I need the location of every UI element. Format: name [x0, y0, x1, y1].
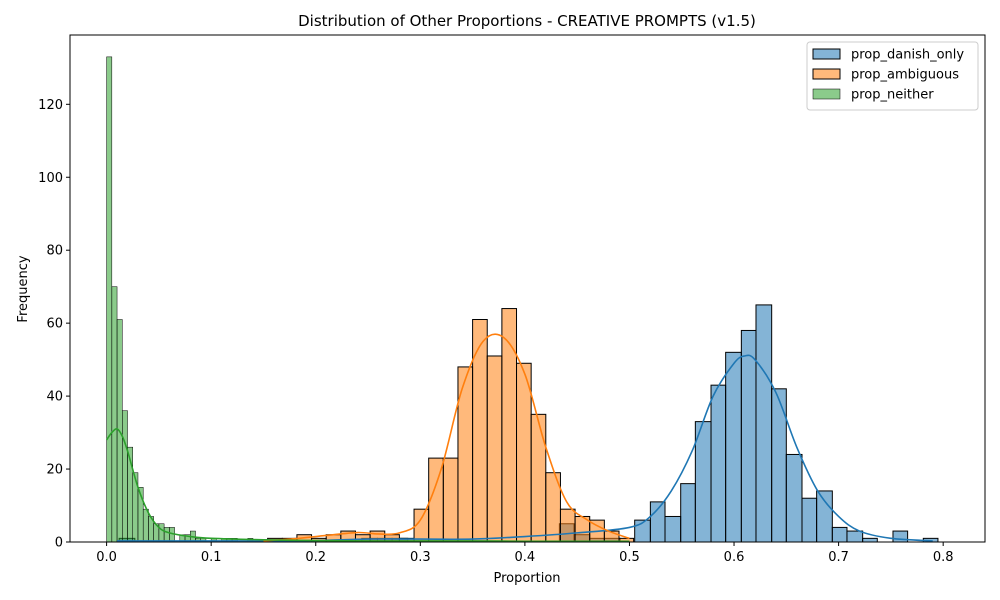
bar-prop-danish-only: [725, 351, 742, 543]
bar-prop-ambiguous: [442, 457, 459, 543]
kde-line-prop-neither: [105, 428, 630, 543]
legend-swatch-prop-ambiguous: [812, 68, 841, 80]
bar-prop-neither: [111, 286, 118, 543]
x-tick-label: 0.3: [410, 550, 431, 565]
legend-label-prop-neither: prop_neither: [851, 88, 934, 103]
series-prop-neither: [106, 56, 254, 543]
y-tick-label: 120: [38, 98, 63, 113]
bar-prop-ambiguous: [486, 355, 503, 543]
y-axis-label: Frequency: [16, 255, 31, 322]
y-tick-label: 20: [46, 463, 63, 478]
bar-prop-neither: [163, 527, 170, 543]
bar-prop-ambiguous: [559, 508, 576, 543]
legend-swatch-prop-danish-only: [812, 48, 841, 60]
bar-prop-danish-only: [649, 501, 666, 543]
bar-prop-ambiguous: [516, 362, 532, 543]
plot-frame: [69, 34, 986, 543]
bar-prop-ambiguous: [530, 413, 547, 543]
y-tick-label: 60: [46, 317, 63, 332]
bar-prop-danish-only: [740, 329, 757, 543]
bar-prop-danish-only: [785, 453, 803, 543]
x-axis: 0.0 0.1 0.2 0.3 0.4 0.5 0.6 0.7 0.8: [96, 542, 954, 565]
x-tick-label: 0.5: [619, 550, 640, 565]
bar-prop-danish-only: [710, 384, 727, 543]
legend-label-prop-ambiguous: prop_ambiguous: [851, 68, 959, 83]
bar-prop-ambiguous: [472, 319, 488, 543]
bar-prop-danish-only: [680, 483, 696, 543]
x-tick-label: 0.0: [96, 550, 117, 565]
bar-prop-danish-only: [816, 490, 833, 543]
bar-prop-danish-only: [862, 537, 878, 543]
bar-prop-danish-only: [694, 421, 712, 543]
x-tick-label: 0.4: [515, 550, 536, 565]
plot-area: [105, 56, 939, 543]
chart-title: Distribution of Other Proportions - CREA…: [298, 12, 756, 30]
legend-box: [806, 41, 979, 111]
y-tick-label: 0: [55, 536, 63, 551]
bar-prop-danish-only: [664, 515, 682, 543]
kde-line-prop-ambiguous: [263, 333, 630, 542]
bar-prop-danish-only: [846, 530, 864, 543]
legend-swatch-prop-neither: [812, 88, 841, 100]
series-prop-ambiguous: [267, 308, 635, 543]
x-tick-label: 0.2: [305, 550, 326, 565]
bar-prop-neither: [142, 508, 149, 543]
bar-prop-danish-only: [831, 526, 848, 543]
legend: prop_danish_only prop_ambiguous prop_neith…: [806, 41, 979, 111]
y-axis: 0 20 40 60 80 100 120: [38, 98, 70, 551]
x-axis-label: Proportion: [493, 571, 560, 586]
x-tick-label: 0.7: [828, 550, 849, 565]
bar-prop-neither: [106, 56, 113, 543]
legend-label-prop-danish-only: prop_danish_only: [851, 48, 964, 63]
series-prop-danish-only: [118, 304, 939, 543]
y-tick-label: 80: [46, 244, 63, 259]
bar-prop-danish-only: [801, 497, 818, 543]
x-tick-label: 0.1: [201, 550, 222, 565]
x-tick-label: 0.8: [933, 550, 954, 565]
y-tick-label: 40: [46, 390, 63, 405]
x-tick-label: 0.6: [724, 550, 745, 565]
bar-prop-danish-only: [755, 304, 773, 543]
y-tick-label: 100: [38, 171, 63, 186]
bar-prop-neither: [122, 410, 128, 543]
bar-prop-neither: [158, 523, 165, 543]
